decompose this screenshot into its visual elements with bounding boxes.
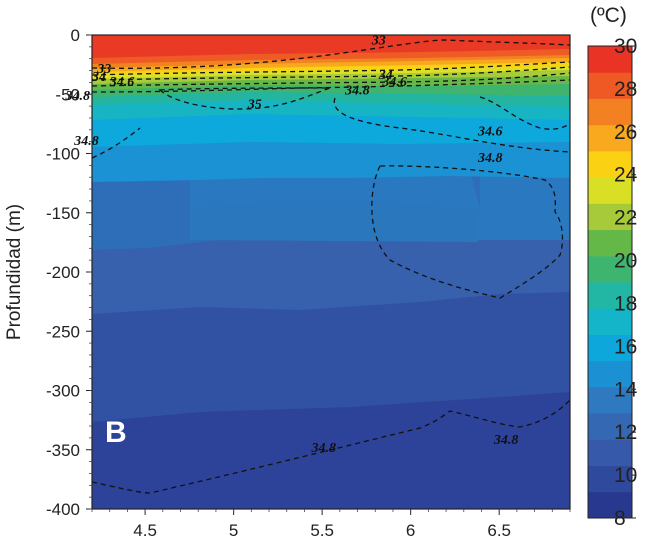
colorbar-tick-label: 14 xyxy=(614,378,638,401)
colorbar-tick-label: 22 xyxy=(614,207,637,230)
y-tick-label: -150 xyxy=(46,204,80,223)
contour-label: 34.8 xyxy=(344,83,370,98)
contour-label: 34 xyxy=(378,68,393,83)
x-tick-label: 4.5 xyxy=(133,521,157,540)
temp-band-12 xyxy=(92,220,570,314)
temp-band-14-core xyxy=(192,200,478,242)
colorbar-segment xyxy=(588,203,632,231)
temp-band-15 xyxy=(92,140,570,182)
colorbar-segment xyxy=(588,72,632,99)
contour-34-6-right xyxy=(479,96,570,130)
y-tick-label: -250 xyxy=(46,322,80,341)
colorbar-segment xyxy=(588,360,632,388)
colorbar-segment xyxy=(588,465,632,493)
colorbar-tick-label: 24 xyxy=(614,164,638,187)
colorbar-segment xyxy=(588,46,632,73)
y-axis: 0 -50 -100 -150 -200 -250 -300 -350 -400 xyxy=(46,26,92,519)
colorbar-segment xyxy=(588,177,632,204)
colorbar-tick-label: 18 xyxy=(614,292,637,315)
colorbar-segment xyxy=(588,334,632,362)
temp-band-29 xyxy=(92,35,570,58)
temp-band-16 xyxy=(92,112,570,147)
contour-label: 33 xyxy=(96,62,111,77)
colorbar-unit: (ºC) xyxy=(590,4,627,27)
colorbar-tick-label: 26 xyxy=(614,121,637,144)
contour-label: 35 xyxy=(247,97,262,112)
colorbar-segment xyxy=(588,229,632,257)
x-tick-label: 6.5 xyxy=(487,521,511,540)
colorbar-tick-label: 16 xyxy=(614,335,637,358)
contour-label: 34.8 xyxy=(311,441,337,456)
colorbar-segment xyxy=(588,386,632,414)
contour-label: 34.6 xyxy=(381,75,407,90)
contour-label: 34.8 xyxy=(493,433,519,448)
colorbar-tick-label: 10 xyxy=(614,464,637,487)
y-tick-label: -100 xyxy=(46,145,80,164)
y-tick-label: -300 xyxy=(46,382,80,401)
panel-label: B xyxy=(105,416,127,449)
colorbar-segment xyxy=(588,308,632,335)
contour-label: 33 xyxy=(371,33,386,48)
y-axis-title: Profundidad (m) xyxy=(4,204,25,340)
x-tick-label: 5 xyxy=(229,521,238,540)
colorbar-border xyxy=(587,45,633,519)
contour-34-8-mid xyxy=(333,97,570,153)
colorbar-segment xyxy=(588,124,632,152)
colorbar-segment xyxy=(588,413,632,440)
temp-band-20 xyxy=(92,74,570,90)
temp-band-11 xyxy=(92,290,570,422)
contour-34-8-deep xyxy=(92,399,570,494)
y-tick-label: -50 xyxy=(55,85,80,104)
colorbar-segment xyxy=(588,255,632,283)
colorbar-segment xyxy=(588,282,632,309)
y-tick-label: -200 xyxy=(46,263,80,282)
contour-label: 34.6 xyxy=(109,75,135,90)
colorbar-segment xyxy=(588,439,632,467)
colorbar-tick-label: 20 xyxy=(614,250,637,273)
contour-label: 34 xyxy=(91,70,106,85)
colorbar-segment xyxy=(588,491,632,519)
contour-34-8-loop xyxy=(371,165,564,299)
contour-label: 34.8 xyxy=(477,151,503,166)
colorbar-tick-label: 8 xyxy=(614,507,626,530)
x-axis: 4.5 5 5.5 6 6.5 xyxy=(91,509,571,540)
contour-34-8-left xyxy=(92,127,141,159)
colorbar-segment xyxy=(588,150,632,178)
colorbar-tick-label: 28 xyxy=(614,78,637,101)
salinity-contours xyxy=(92,39,570,494)
y-tick-label: -350 xyxy=(46,441,80,460)
contour-35 xyxy=(158,87,331,110)
colorbar-tick-label: 30 xyxy=(614,35,637,58)
colorbar-tick-label: 12 xyxy=(614,421,637,444)
contour-33-upper xyxy=(92,39,570,69)
contour-34-6 xyxy=(92,72,570,87)
x-tick-label: 5.5 xyxy=(310,521,334,540)
y-tick-label: -400 xyxy=(46,500,80,519)
contour-34 xyxy=(92,66,570,81)
contour-label: 34.8 xyxy=(64,89,90,104)
contour-34-8-upper xyxy=(92,79,570,93)
colorbar-segment xyxy=(588,98,632,126)
contour-33-lower xyxy=(92,61,570,76)
colorbar: 30 28 26 24 22 20 18 16 14 12 10 8 xyxy=(587,35,638,530)
x-tick-label: 6 xyxy=(406,521,415,540)
temperature-field xyxy=(92,35,570,509)
y-tick-label: 0 xyxy=(71,26,80,45)
contour-label: 34.6 xyxy=(477,125,503,140)
